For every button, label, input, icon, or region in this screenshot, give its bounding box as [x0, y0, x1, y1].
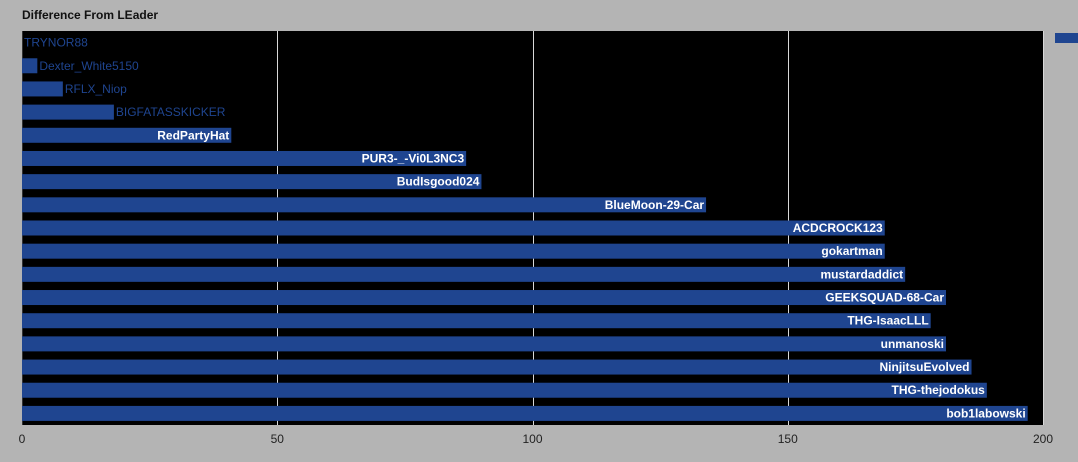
- bar: [22, 104, 114, 120]
- bar-label: PUR3-_-Vi0L3NC3: [362, 151, 465, 165]
- x-tick-label: 200: [1033, 432, 1053, 446]
- bar: [22, 220, 885, 236]
- bar-label: TRYNOR88: [24, 36, 88, 50]
- x-tick-label: 150: [778, 432, 798, 446]
- bar: [22, 313, 931, 329]
- bar: [22, 81, 63, 97]
- bar-label: Dexter_White5150: [39, 59, 139, 73]
- bar-label: BudIsgood024: [397, 175, 480, 189]
- bar-label: mustardaddict: [820, 267, 903, 281]
- bar: [22, 127, 232, 143]
- bar-label: RFLX_Niop: [65, 82, 127, 96]
- bar: [22, 266, 906, 282]
- chart-title: Difference From LEader: [22, 8, 159, 22]
- bar: [22, 243, 885, 259]
- bar: [22, 405, 1028, 421]
- bar-label: THG-IsaacLLL: [847, 314, 928, 328]
- bar-label: ACDCROCK123: [793, 221, 883, 235]
- bar-label: bob1labowski: [946, 406, 1025, 420]
- bar: [22, 197, 707, 213]
- bar: [22, 382, 987, 398]
- bar-label: GEEKSQUAD-68-Car: [825, 291, 944, 305]
- x-tick-label: 50: [271, 432, 285, 446]
- bar-label: NinjitsuEvolved: [879, 360, 969, 374]
- bar-label: RedPartyHat: [157, 128, 229, 142]
- bar: [22, 150, 467, 166]
- bar: [22, 336, 947, 352]
- legend-swatch[interactable]: [1055, 33, 1078, 43]
- bar-label: BIGFATASSKICKER: [116, 105, 226, 119]
- bar-label: THG-thejodokus: [892, 383, 986, 397]
- bar: [22, 58, 38, 74]
- x-tick-label: 100: [522, 432, 542, 446]
- bar-label: BlueMoon-29-Car: [605, 198, 705, 212]
- bar-label: unmanoski: [881, 337, 944, 351]
- bar: [22, 290, 947, 306]
- x-tick-label: 0: [19, 432, 26, 446]
- bar: [22, 174, 482, 190]
- bar-label: gokartman: [821, 244, 882, 258]
- bar: [22, 359, 972, 375]
